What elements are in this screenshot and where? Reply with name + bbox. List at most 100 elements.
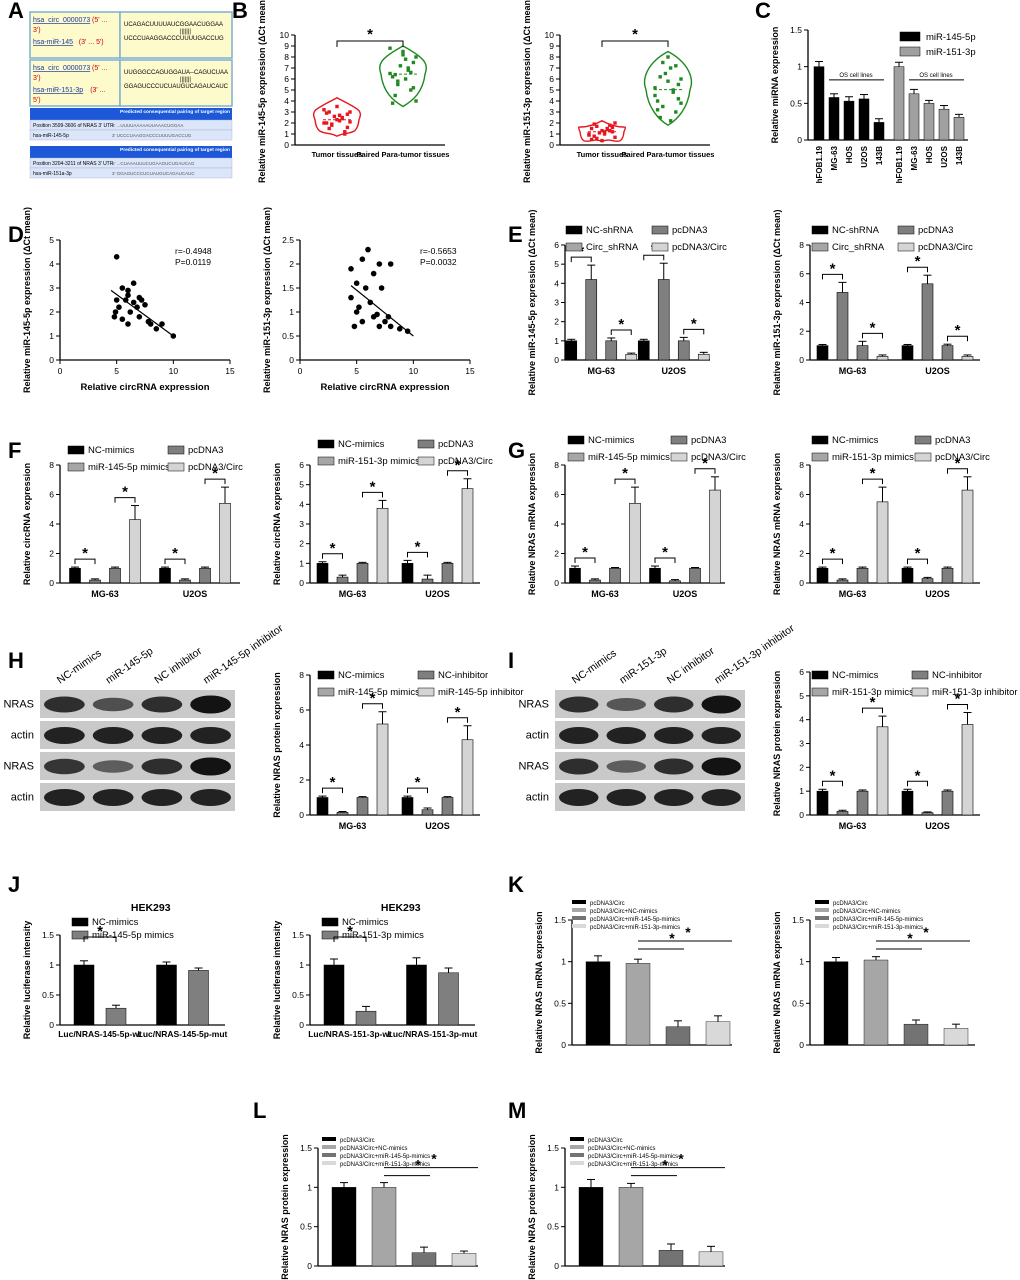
y-tick-label: 1	[307, 1182, 312, 1192]
data-point	[674, 64, 678, 68]
significance-bracket	[822, 780, 843, 787]
data-point	[322, 121, 326, 125]
legend-label: pcDNA3/Circ+miR-151-3p-mimics	[340, 1162, 430, 1168]
significance-bracket	[601, 40, 669, 47]
significance-star: *	[870, 319, 876, 336]
y-tick-label: 2	[289, 259, 294, 269]
chart-m: 0 0.5 1 1.5 Relative NRAS protein expression…	[527, 1134, 725, 1280]
data-point	[414, 99, 418, 103]
bar	[336, 812, 349, 816]
significance-star: *	[415, 774, 421, 791]
y-tick-label: 0	[49, 355, 54, 365]
y-axis-label: Relative miR-151-3p expression (ΔCt mean…	[772, 209, 782, 395]
y-tick-label: 8	[799, 240, 804, 250]
legend-swatch	[321, 917, 339, 927]
data-point	[595, 124, 599, 128]
chart-f2: 0 1 2 3 4 5 6 Relative circRNA expression * * MG-6…	[272, 439, 493, 599]
legend-swatch	[815, 908, 829, 912]
panel-label-a: A	[8, 0, 24, 23]
data-point	[374, 311, 380, 318]
x-category-label: U2OS	[425, 589, 450, 599]
significance-bracket	[862, 332, 883, 339]
data-point	[406, 68, 410, 72]
significance-bracket	[362, 491, 383, 498]
y-tick-label: 1.5	[790, 25, 802, 35]
y-tick-label: 6	[554, 240, 559, 250]
data-point	[605, 127, 609, 132]
data-point	[111, 314, 118, 320]
y-axis-label: Relative NRAS mRNA expression	[772, 911, 782, 1053]
bar	[901, 567, 914, 584]
y-tick-label: 5	[284, 85, 289, 95]
data-point	[671, 88, 675, 92]
lane-label: miR-151-3p inhibitor	[712, 622, 797, 686]
data-point	[335, 118, 339, 122]
bar	[816, 790, 829, 816]
data-point	[127, 309, 134, 315]
y-tick-label: 1	[799, 957, 804, 967]
y-tick-label: 4	[799, 519, 804, 529]
data-point	[145, 318, 152, 325]
y-tick-label: 0.5	[300, 1222, 312, 1232]
y-tick-label: 0.5	[792, 998, 804, 1008]
data-point	[112, 309, 119, 315]
bar	[697, 353, 710, 361]
legend-swatch	[811, 670, 829, 680]
x-tick-label: 0	[58, 366, 63, 376]
x-category-label: Luc/NRAS-151-3p-mut	[388, 1029, 478, 1039]
data-point	[674, 110, 678, 114]
y-axis-label: Relative miR-145-5p expression (ΔCt mean…	[257, 0, 267, 183]
legend-swatch	[811, 242, 829, 252]
y-tick-label: 1	[554, 1182, 559, 1192]
y-tick-label: 1	[561, 957, 566, 967]
significance-star: *	[582, 544, 588, 561]
y-tick-label: 2	[299, 775, 304, 785]
y-tick-label: 0	[799, 1040, 804, 1050]
legend-swatch	[911, 670, 929, 680]
bar	[943, 1028, 969, 1046]
significance-star: *	[622, 465, 628, 482]
significance-star: *	[685, 924, 691, 940]
violin-outline	[312, 96, 362, 138]
bar	[159, 567, 171, 584]
y-axis-label: Relative miR-145-5p expression (ΔCt mean…	[527, 209, 537, 395]
strand-label: (5' ...	[92, 65, 107, 72]
bar	[876, 356, 889, 361]
data-point	[330, 122, 334, 126]
y-tick-label: 4	[799, 715, 804, 725]
y-tick-label: 3	[554, 298, 559, 308]
significance-star: *	[455, 457, 461, 474]
x-category-label: Paired Para-tumor tissues	[357, 150, 450, 159]
bar	[856, 567, 869, 584]
protein-band	[654, 789, 694, 806]
x-category-label: U2OS	[925, 589, 950, 599]
significance-star: *	[907, 930, 913, 946]
bar	[921, 283, 934, 361]
y-tick-label: 3	[49, 283, 54, 293]
lane-label: NC inhibitor	[152, 645, 204, 687]
lane-label: NC inhibitor	[665, 645, 717, 687]
data-point	[130, 299, 137, 306]
legend-label: pcDNA3/Circ+NC-mimics	[833, 909, 901, 915]
row-label: NRAS	[3, 761, 34, 773]
bar	[371, 1187, 397, 1267]
protein-band	[92, 760, 134, 773]
data-point	[597, 131, 602, 135]
legend-swatch	[811, 225, 829, 235]
significance-bracket	[643, 254, 665, 261]
y-tick-label: 2	[799, 762, 804, 772]
y-tick-label: 10	[545, 30, 555, 40]
bar	[336, 576, 349, 584]
data-point	[376, 323, 383, 330]
bar	[705, 1021, 731, 1046]
bar	[73, 964, 95, 1026]
y-tick-label: 1.5	[554, 915, 566, 925]
protein-band	[141, 758, 183, 775]
y-tick-label: 5	[799, 691, 804, 701]
data-point	[348, 120, 352, 124]
bar	[625, 353, 638, 361]
chart-g1: 0 2 4 6 8 Relative NRAS mRNA expression * * MG-6…	[527, 435, 746, 599]
table-header-text: Predicted consequential pairing of targe…	[120, 109, 230, 114]
